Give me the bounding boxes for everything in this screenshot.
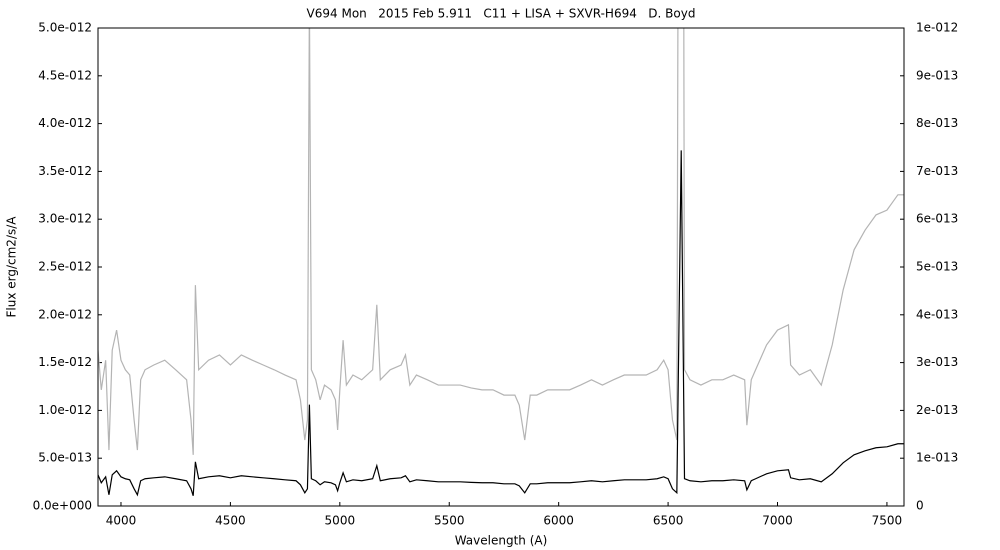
y-tick-label: 4.5e-012 — [38, 68, 92, 82]
plot-frame — [97, 27, 905, 507]
y-tick-label: 3.5e-012 — [38, 164, 92, 178]
y2-tick-label: 7e-013 — [916, 164, 958, 178]
y2-tick-label: 1e-012 — [916, 21, 958, 35]
y2-tick-label: 6e-013 — [916, 212, 958, 226]
y2-tick-label: 5e-013 — [916, 260, 958, 274]
y-tick-label: 2.5e-012 — [38, 260, 92, 274]
x-tick-label: 7500 — [872, 514, 903, 528]
y-tick-label: 1.0e-012 — [38, 403, 92, 417]
spectrum-line — [98, 150, 904, 497]
x-tick-label: 5500 — [434, 514, 465, 528]
y2-tick-label: 9e-013 — [916, 68, 958, 82]
chart-title: V694 Mon 2015 Feb 5.911 C11 + LISA + SXV… — [307, 7, 696, 21]
y2-tick-label: 1e-013 — [916, 451, 958, 465]
spectrum-line — [98, 28, 904, 455]
x-axis-label: Wavelength (A) — [455, 534, 548, 548]
y-axis-label: Flux erg/cm2/s/A — [5, 216, 19, 318]
x-tick-label: 7000 — [762, 514, 793, 528]
y2-tick-label: 2e-013 — [916, 403, 958, 417]
x-tick-label: 6000 — [543, 514, 574, 528]
y-tick-label: 5.0e-012 — [38, 21, 92, 35]
y-tick-label: 1.5e-012 — [38, 355, 92, 369]
y-tick-label: 4.0e-012 — [38, 116, 92, 130]
y2-tick-label: 8e-013 — [916, 116, 958, 130]
y-tick-label: 0.0e+000 — [33, 499, 92, 513]
y2-tick-label: 0 — [916, 499, 924, 513]
y-tick-label: 3.0e-012 — [38, 212, 92, 226]
y2-tick-label: 3e-013 — [916, 355, 958, 369]
y-tick-label: 2.0e-012 — [38, 307, 92, 321]
y-tick-label: 5.0e-013 — [38, 451, 92, 465]
x-tick-label: 5000 — [325, 514, 356, 528]
y2-tick-label: 4e-013 — [916, 307, 958, 321]
x-tick-label: 4000 — [106, 514, 137, 528]
x-tick-label: 6500 — [653, 514, 684, 528]
x-tick-label: 4500 — [215, 514, 246, 528]
